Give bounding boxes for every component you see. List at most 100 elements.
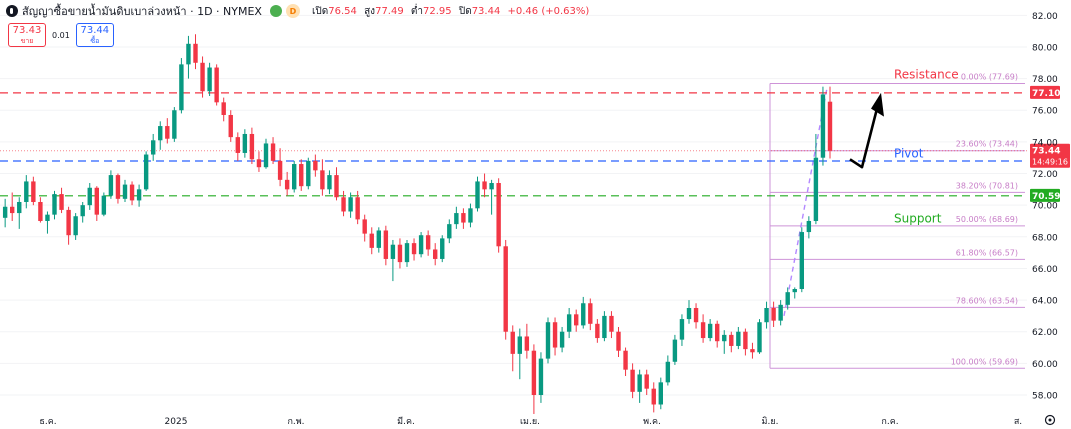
candle-body	[235, 137, 240, 153]
price-tick-label: 72.00	[1032, 170, 1058, 180]
time-axis[interactable]: ธ.ค. 2025 ก.พ. มี.ค. เม.ย. พ.ค. มิ.ย. ก.ค. ส.	[39, 416, 1022, 427]
price-tick-label: 82.00	[1032, 12, 1058, 22]
gear-icon[interactable]	[1044, 414, 1056, 426]
high-value: 77.49	[375, 5, 404, 17]
candle-body	[101, 195, 107, 215]
fib-trend-line	[783, 87, 828, 317]
candle-body	[122, 184, 128, 199]
candle-body	[517, 336, 522, 354]
candle-body	[609, 315, 614, 332]
candle-body	[693, 307, 699, 323]
candle-body	[637, 374, 642, 392]
candle-body	[616, 331, 621, 351]
candle-body	[214, 67, 219, 103]
time-tick-label: พ.ค.	[643, 417, 661, 427]
price-tick-label: 64.00	[1032, 297, 1058, 307]
low-value: 72.95	[423, 5, 452, 17]
candle-body	[792, 289, 797, 293]
candle-body	[341, 197, 346, 212]
candle-body	[306, 160, 311, 187]
candle-body	[270, 143, 276, 161]
candle-body	[433, 249, 438, 259]
candle-body	[355, 197, 360, 220]
candle-body	[447, 224, 452, 239]
candle-body	[475, 181, 480, 209]
candle-body	[778, 304, 783, 321]
ohlc-values: เปิด76.54 สูง77.49 ต่ำ72.95 ปิด73.44 +0.…	[312, 4, 593, 19]
candle-body	[757, 322, 762, 353]
candle-body	[531, 350, 537, 395]
gear-center	[1048, 418, 1052, 422]
candle-body	[799, 232, 804, 290]
chart-grid	[0, 14, 1027, 396]
candle-body	[59, 194, 64, 210]
time-tick-label: ส.	[1014, 417, 1022, 427]
sell-price: 73.43	[12, 25, 42, 36]
fib-level-label: 100.00% (59.69)	[951, 357, 1018, 366]
candle-body	[440, 238, 445, 259]
fib-level-label: 78.60% (63.54)	[956, 296, 1018, 305]
candle-body	[743, 331, 748, 350]
candle-body	[707, 323, 713, 339]
candle-body	[722, 334, 727, 342]
candle-body	[136, 189, 142, 201]
candle-body	[17, 201, 22, 214]
price-tag-support	[1030, 188, 1060, 202]
fib-level-label: 61.80% (66.57)	[956, 248, 1018, 257]
fibonacci-retracement[interactable]: 0.00% (77.69) 23.60% (73.44) 38.20% (70.81…	[769, 73, 1025, 369]
price-tick-label: 60.00	[1032, 360, 1058, 370]
candle-body	[566, 314, 572, 332]
low-label: ต่ำ	[410, 5, 424, 17]
last-price-label: 73.44	[1032, 147, 1060, 157]
time-tick-label: 2025	[165, 417, 188, 427]
candle-body	[750, 349, 755, 353]
candle-body	[715, 323, 720, 342]
candle-body	[383, 230, 389, 259]
candle-body	[736, 331, 741, 346]
candle-body	[630, 369, 635, 392]
candle-body	[623, 350, 628, 370]
price-tick-label: 80.00	[1032, 43, 1058, 53]
open-label: เปิด	[311, 5, 329, 17]
candle-body	[482, 181, 487, 190]
candle-body	[115, 175, 121, 199]
price-tick-label: 68.00	[1032, 233, 1058, 243]
settings-icon[interactable]	[1044, 414, 1056, 426]
time-tick-label: เม.ย.	[520, 417, 540, 427]
candle-body	[348, 197, 353, 212]
resistance-label: Resistance	[894, 68, 959, 82]
buy-label: ซื้อ	[90, 37, 100, 45]
candle-body	[672, 339, 678, 362]
candle-body	[73, 216, 78, 236]
delayed-data-icon: D	[285, 4, 300, 18]
symbol-title[interactable]: สัญญาซื้อขายน้ำมันดิบเบาล่วงหน้า · 1D · …	[22, 5, 262, 18]
arrow-icon[interactable]	[849, 100, 881, 169]
price-axis[interactable]: 58.00 60.00 62.00 64.00 66.00 68.00 70.00 72.00…	[1032, 12, 1058, 402]
fib-level-label: 0.00% (77.69)	[961, 73, 1018, 82]
candle-body	[327, 175, 332, 190]
sell-label: ขาย	[20, 37, 34, 45]
candle-body	[31, 181, 36, 202]
pivot-label: Pivot	[894, 147, 924, 161]
candle-body	[545, 322, 551, 359]
price-tick-label: 76.00	[1032, 107, 1058, 117]
candle-body	[151, 140, 156, 155]
sell-button[interactable]: 73.43 ขาย	[8, 23, 46, 47]
change-value: +0.46 (+0.63%)	[507, 5, 590, 17]
candle-body	[411, 243, 417, 255]
candle-body	[425, 235, 431, 250]
candle-body	[158, 126, 163, 141]
time-tick-label: ก.พ.	[287, 417, 304, 427]
candle-body	[397, 244, 403, 263]
price-tick-label: 62.00	[1032, 328, 1058, 338]
candle-body	[489, 183, 494, 190]
price-tag-label: 77.10	[1032, 89, 1060, 99]
buy-button[interactable]: 73.44 ซื้อ	[75, 23, 114, 47]
candle-body	[813, 157, 819, 221]
candle-body	[52, 194, 57, 215]
candle-body	[574, 314, 579, 326]
candle-body	[143, 154, 149, 190]
candle-body	[24, 181, 29, 202]
